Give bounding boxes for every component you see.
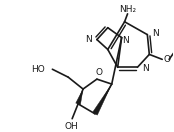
Text: O: O <box>164 55 171 64</box>
Polygon shape <box>76 89 83 105</box>
Text: N: N <box>142 64 149 73</box>
Text: O: O <box>95 68 102 77</box>
Text: N: N <box>152 29 159 38</box>
Polygon shape <box>93 84 112 115</box>
Text: OH: OH <box>64 122 78 131</box>
Text: N: N <box>85 35 92 44</box>
Text: NH₂: NH₂ <box>119 5 136 14</box>
Text: N: N <box>123 36 129 45</box>
Text: HO: HO <box>31 65 45 74</box>
